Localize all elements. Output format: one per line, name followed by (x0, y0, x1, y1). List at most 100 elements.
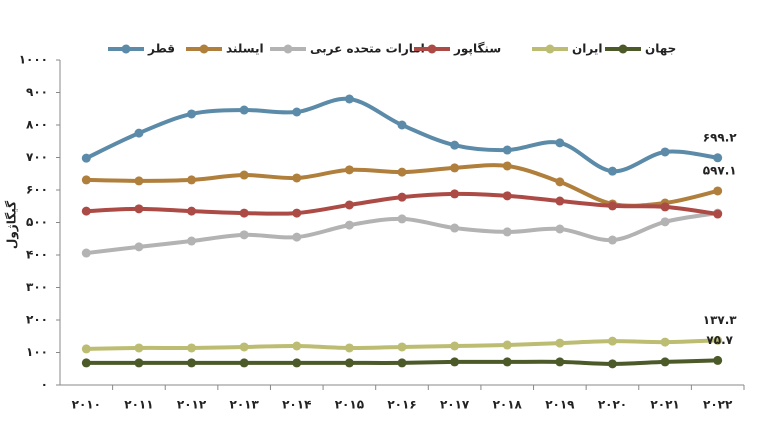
point (397, 192, 407, 202)
point (450, 189, 460, 199)
value-label: ۱۳۷.۳ (703, 313, 738, 327)
y-tick-label: ۰ (41, 378, 48, 392)
y-tick-label: ۶۰۰ (26, 183, 48, 197)
y-tick-label: ۳۰۰ (26, 280, 48, 294)
legend-marker (199, 44, 209, 54)
y-tick-label: ۷۰۰ (26, 150, 48, 164)
point (344, 220, 354, 230)
x-tick-label: ۲۰۱۷ (440, 398, 470, 412)
x-tick-label: ۲۰۱۱ (124, 398, 153, 412)
point (81, 153, 91, 163)
point (660, 357, 670, 367)
point (134, 128, 144, 138)
legend-marker (121, 44, 131, 54)
point (292, 208, 302, 218)
point (187, 236, 197, 246)
point (397, 358, 407, 368)
legend-label: ایسلند (226, 42, 264, 56)
point (397, 167, 407, 177)
point (239, 230, 249, 240)
point (607, 359, 617, 369)
point (660, 202, 670, 212)
point (450, 357, 460, 367)
x-tick-label: ۲۰۱۵ (335, 398, 364, 412)
y-tick-label: ۲۰۰ (26, 313, 48, 327)
point (450, 341, 460, 351)
point (187, 206, 197, 216)
x-tick-label: ۲۰۱۸ (493, 398, 523, 412)
point (397, 342, 407, 352)
point (134, 176, 144, 186)
point (660, 147, 670, 157)
y-tick-label: ۸۰۰ (26, 118, 48, 132)
x-tick-label: ۲۰۲۱ (650, 398, 679, 412)
point (502, 357, 512, 367)
point (81, 248, 91, 258)
point (239, 170, 249, 180)
series-line (85, 96, 718, 174)
point (344, 94, 354, 104)
point (450, 140, 460, 150)
point (502, 340, 512, 350)
point (239, 342, 249, 352)
point (555, 357, 565, 367)
x-tick-label: ۲۰۱۹ (545, 398, 575, 412)
point (502, 161, 512, 171)
point (607, 336, 617, 346)
point (713, 335, 723, 345)
point (344, 200, 354, 210)
point (81, 344, 91, 354)
point (292, 107, 302, 117)
point (450, 163, 460, 173)
legend-marker (618, 44, 628, 54)
x-tick-label: ۲۰۱۰ (72, 398, 101, 412)
point (239, 208, 249, 218)
point (607, 166, 617, 176)
legend-marker (545, 44, 555, 54)
point (81, 358, 91, 368)
value-label: ۶۹۹.۲ (703, 130, 738, 144)
point (555, 338, 565, 348)
legend-marker (283, 44, 293, 54)
point (292, 173, 302, 183)
point (344, 165, 354, 175)
value-label: ۵۹۷.۱ (703, 163, 737, 177)
x-tick-label: ۲۰۱۲ (177, 398, 207, 412)
point (81, 175, 91, 185)
legend-label: سنگاپور (453, 42, 501, 57)
point (134, 204, 144, 214)
x-tick-label: ۲۰۱۳ (230, 398, 260, 412)
y-axis-title: گیگاژول (5, 201, 20, 249)
point (239, 105, 249, 115)
legend-label: امارات متحده عربی (310, 42, 425, 56)
point (555, 138, 565, 148)
point (713, 186, 723, 196)
legend-label: جهان (645, 42, 676, 56)
y-tick-label: ۴۰۰ (26, 248, 48, 262)
x-tick-label: ۲۰۱۴ (282, 398, 311, 412)
y-tick-label: ۹۰۰ (26, 85, 48, 99)
point (187, 109, 197, 119)
point (713, 355, 723, 365)
point (134, 343, 144, 353)
point (134, 242, 144, 252)
x-tick-label: ۲۰۲۰ (598, 398, 627, 412)
point (344, 358, 354, 368)
point (134, 358, 144, 368)
point (397, 120, 407, 130)
y-tick-label: ۵۰۰ (26, 215, 48, 229)
y-tick-label: ۱۰۰۰ (19, 53, 48, 67)
point (607, 201, 617, 211)
x-tick-label: ۲۰۱۶ (387, 398, 416, 412)
point (607, 235, 617, 245)
point (292, 232, 302, 242)
point (502, 145, 512, 155)
point (187, 175, 197, 185)
point (555, 177, 565, 187)
point (555, 196, 565, 206)
point (397, 214, 407, 224)
legend-label: قطر (147, 42, 175, 56)
point (555, 224, 565, 234)
point (502, 227, 512, 237)
